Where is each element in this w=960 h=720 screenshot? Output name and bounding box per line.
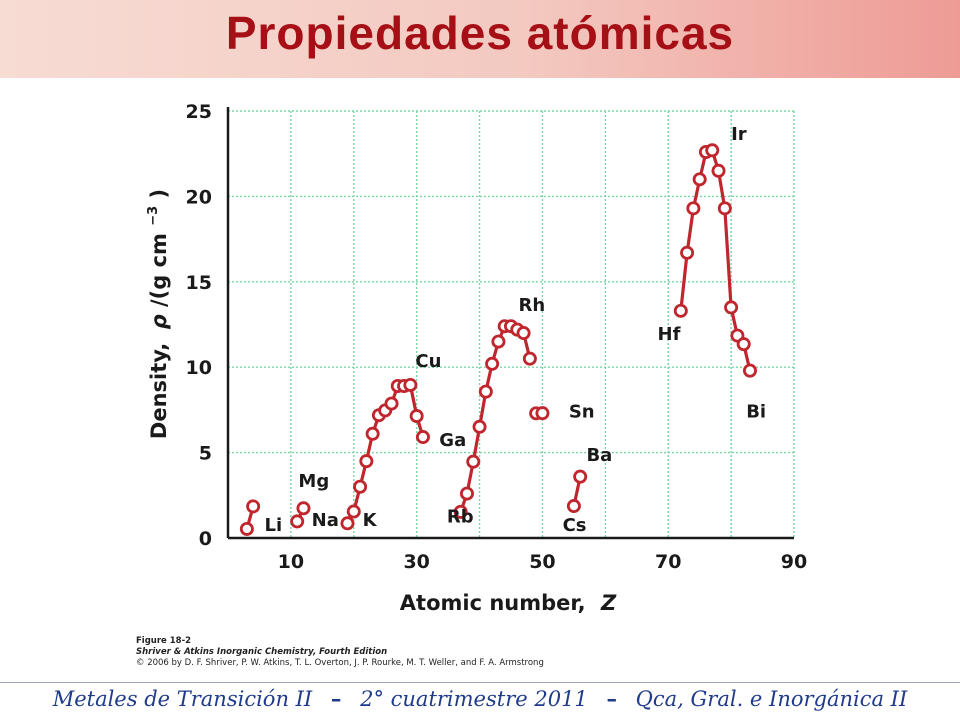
- chart-ticks: 10 30 50 70 90 0 5 10 15 20 25: [186, 101, 808, 573]
- footer-term: 2° cuatrimestre 2011: [360, 687, 588, 711]
- density-chart: 10 30 50 70 90 0 5 10 15 20 25 Li Mg Na K Cu Ga Rb Rh Sn Cs…: [138, 101, 808, 615]
- data-point: [485, 356, 500, 371]
- element-label: K: [363, 510, 378, 531]
- title-bar: [0, 0, 960, 78]
- y-tick-label: 0: [199, 528, 212, 550]
- figure-caption: Figure 18-2 Shriver & Atkins Inorganic C…: [136, 636, 544, 669]
- data-point: [409, 409, 424, 424]
- data-point: [711, 163, 726, 178]
- x-tick-label: 70: [655, 551, 681, 573]
- data-point: [239, 521, 254, 536]
- y-axis-title-unit: /(g cm: [147, 233, 171, 307]
- footer-separator-2: –: [606, 686, 617, 711]
- caption-figure-number: Figure 18-2: [136, 636, 192, 646]
- data-point: [478, 384, 493, 399]
- footer-subject: Qca, Gral. e Inorgánica II: [635, 687, 908, 711]
- caption-book-title: Shriver & Atkins Inorganic Chemistry, Fo…: [136, 647, 388, 657]
- x-axis-title: Atomic number, Z: [400, 591, 617, 615]
- data-point: [384, 396, 399, 411]
- element-label: Sn: [569, 402, 595, 423]
- data-point: [346, 504, 361, 519]
- x-axis-title-symbol: Z: [600, 591, 617, 615]
- data-point: [340, 516, 355, 531]
- y-axis-title-text: Density,: [147, 343, 171, 439]
- data-point: [724, 300, 739, 315]
- x-tick-label: 90: [781, 551, 807, 573]
- footer-separator-1: –: [330, 686, 342, 711]
- data-point: [365, 426, 380, 441]
- data-point: [705, 143, 720, 158]
- series-line: [459, 324, 532, 513]
- y-tick-label: 15: [186, 272, 212, 294]
- y-tick-label: 5: [199, 443, 212, 465]
- element-label: Ba: [586, 445, 612, 466]
- x-tick-label: 10: [278, 551, 304, 573]
- data-point: [566, 499, 581, 514]
- data-point: [246, 499, 261, 514]
- data-point: [736, 337, 751, 352]
- element-label: Bi: [746, 402, 766, 423]
- y-tick-label: 20: [186, 186, 212, 208]
- x-axis-title-text: Atomic number,: [400, 591, 586, 615]
- data-point: [717, 201, 732, 216]
- y-axis-title: Density, ρ /(g cm −3 ): [138, 189, 171, 439]
- data-point: [742, 363, 757, 378]
- data-point: [516, 326, 531, 341]
- caption-copyright: © 2006 by D. F. Shriver, P. W. Atkins, T…: [136, 658, 544, 668]
- data-point: [535, 406, 550, 421]
- data-point: [491, 334, 506, 349]
- y-axis-title-close: ): [147, 189, 171, 199]
- footer-course: Metales de Transición II: [52, 687, 313, 711]
- y-axis-title-exponent: −3: [146, 206, 161, 226]
- data-point: [573, 469, 588, 484]
- chart-element-labels: Li Mg Na K Cu Ga Rb Rh Sn Cs Ba Hf Ir Bi: [264, 124, 766, 536]
- y-tick-label: 10: [186, 357, 212, 379]
- data-point: [353, 479, 368, 494]
- data-point: [472, 419, 487, 434]
- footer: Metales de Transición II – 2° cuatrimest…: [0, 686, 960, 711]
- element-label: Cs: [563, 515, 587, 536]
- element-label: Mg: [298, 471, 329, 492]
- data-point: [680, 245, 695, 260]
- data-point: [466, 454, 481, 469]
- chart-data-points: [239, 143, 757, 536]
- x-tick-label: 30: [403, 551, 429, 573]
- slide-title: Propiedades atómicas: [225, 7, 735, 59]
- data-point: [359, 454, 374, 469]
- y-axis-title-symbol: ρ: [147, 314, 171, 329]
- chart-axes: [226, 107, 794, 540]
- data-point: [453, 504, 468, 519]
- element-label: Ir: [731, 124, 747, 145]
- element-label: Rb: [447, 507, 474, 528]
- data-point: [403, 377, 418, 392]
- data-point: [296, 501, 311, 516]
- element-label: Rh: [519, 295, 546, 316]
- element-label: Hf: [658, 324, 681, 345]
- element-label: Na: [312, 510, 339, 531]
- element-label: Ga: [439, 430, 466, 451]
- y-tick-label: 25: [186, 101, 212, 123]
- chart-grid: [228, 110, 795, 538]
- data-point: [522, 351, 537, 366]
- element-label: Li: [264, 515, 282, 536]
- x-tick-label: 50: [529, 551, 555, 573]
- data-point: [692, 172, 707, 187]
- data-point: [290, 514, 305, 529]
- data-point: [673, 303, 688, 318]
- data-point: [415, 430, 430, 445]
- footer-divider: [0, 682, 960, 683]
- element-label: Cu: [415, 351, 441, 372]
- data-point: [459, 486, 474, 501]
- data-point: [686, 201, 701, 216]
